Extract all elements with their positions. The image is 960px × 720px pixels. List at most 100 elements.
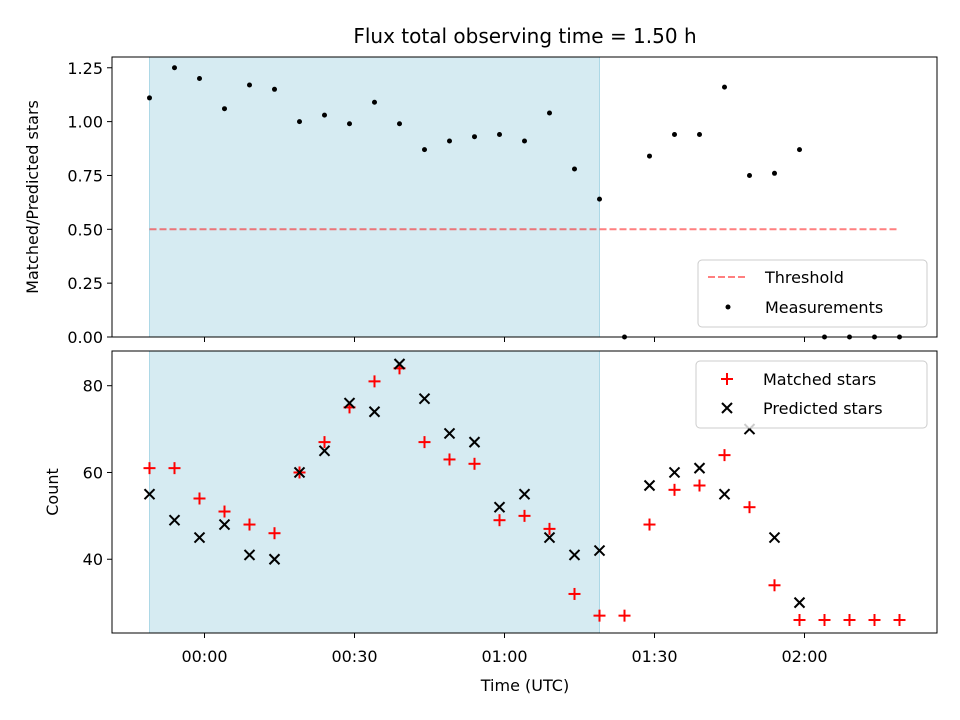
predicted-star-point: [193, 531, 206, 544]
matched-star-point: [468, 457, 481, 470]
measurement-point: [272, 86, 277, 92]
x-tick-label: 01:30: [631, 647, 677, 666]
measurement-point: [697, 132, 702, 138]
measurement-point: [672, 132, 677, 138]
top-y-tick-label: 1.25: [67, 59, 103, 78]
measurement-point: [222, 106, 227, 112]
measurement-point: [422, 147, 427, 153]
matched-star-point: [193, 492, 206, 505]
predicted-star-point: [693, 462, 706, 474]
predicted-star-point: [518, 488, 531, 500]
matched-star-point: [418, 436, 431, 449]
matched-star-point: [893, 613, 906, 626]
predicted-star-point: [443, 427, 456, 440]
matched-star-point: [618, 609, 631, 622]
measurement-point: [797, 147, 802, 153]
measurement-point: [647, 153, 652, 159]
matched-star-point: [793, 613, 806, 626]
legend-predicted-label: Predicted stars: [763, 399, 883, 418]
predicted-star-point: [593, 544, 606, 557]
predicted-star-point: [718, 488, 731, 500]
predicted-star-point: [143, 488, 156, 500]
predicted-star-point: [218, 518, 231, 531]
top-y-tick-label: 0.50: [67, 220, 103, 239]
measurement-point: [772, 170, 777, 176]
predicted-star-point: [493, 501, 506, 513]
predicted-star-point: [293, 466, 306, 479]
top-axes-frame: [111, 56, 938, 338]
matched-star-point: [768, 579, 781, 592]
legend-measurements-label: Measurements: [765, 298, 883, 317]
matched-star-point: [668, 483, 681, 496]
matched-star-point: [318, 436, 331, 449]
measurement-point: [247, 82, 252, 88]
matched-star-point: [568, 587, 581, 600]
predicted-star-point: [643, 479, 656, 492]
predicted-star-point: [468, 436, 481, 448]
matched-star-point: [843, 613, 856, 626]
matched-star-point: [443, 453, 456, 466]
bottom-legend: Matched stars Predicted stars: [695, 360, 928, 429]
matched-star-point: [218, 505, 231, 518]
matched-star-point: [368, 375, 381, 388]
measurement-point: [147, 95, 152, 101]
measurement-point: [172, 65, 177, 71]
measurement-point: [372, 99, 377, 105]
measurement-point: [472, 134, 477, 140]
measurement-point: [522, 138, 527, 144]
matched-star-point: [543, 522, 556, 535]
legend-matched-swatch: [721, 373, 733, 385]
bottom-y-tick-label: 80: [83, 377, 103, 396]
measurement-point: [322, 112, 327, 118]
matched-star-point: [693, 479, 706, 492]
bottom-panel: 40 60 80 00:00 00:30 01:00 01:30 02:00 Count T…: [43, 350, 938, 695]
matched-star-point: [518, 509, 531, 522]
top-observing-window: [149, 56, 600, 338]
predicted-star-point: [393, 358, 406, 370]
predicted-star-point: [318, 445, 331, 457]
measurement-point: [597, 196, 602, 202]
matched-star-point: [593, 609, 606, 622]
bottom-y-axis-label: Count: [43, 468, 62, 516]
predicted-star-point: [168, 514, 181, 526]
measurement-point: [447, 138, 452, 144]
matched-star-point: [818, 613, 831, 626]
predicted-star-point: [418, 393, 431, 405]
top-y-tick-label: 0.75: [67, 166, 103, 185]
measurement-point: [497, 132, 502, 138]
top-y-tick-label: 1.00: [67, 113, 103, 132]
predicted-star-point: [343, 397, 356, 409]
legend-matched-label: Matched stars: [763, 370, 876, 389]
predicted-star-point: [768, 531, 781, 544]
top-y-tick-label: 0.25: [67, 274, 103, 293]
predicted-star-point: [543, 531, 556, 544]
predicted-star-point: [793, 596, 806, 609]
matched-star-point: [868, 613, 881, 626]
bottom-observing-window: [149, 350, 600, 634]
predicted-star-point: [243, 549, 256, 561]
matched-star-point: [268, 527, 281, 540]
bottom-y-tick-label: 40: [83, 550, 103, 569]
bottom-y-tick-label: 60: [83, 463, 103, 482]
top-legend: Threshold Measurements: [697, 259, 928, 328]
measurement-point: [547, 110, 552, 116]
measurement-point: [397, 121, 402, 127]
x-axis-label: Time (UTC): [480, 676, 569, 695]
top-y-axis-label: Matched/Predicted stars: [23, 100, 42, 294]
bottom-axes-frame: [111, 350, 938, 634]
x-tick-label: 01:00: [481, 647, 527, 666]
x-tick-label: 00:30: [331, 647, 377, 666]
measurement-point: [297, 119, 302, 125]
measurement-point: [747, 172, 752, 178]
x-tick-label: 02:00: [781, 647, 827, 666]
matched-star-point: [643, 518, 656, 531]
matched-star-point: [143, 462, 156, 475]
legend-threshold-label: Threshold: [764, 268, 844, 287]
measurement-point: [722, 84, 727, 90]
legend-predicted-swatch: [721, 402, 733, 414]
top-y-tick-label: 0.00: [67, 328, 103, 347]
legend-measurements-swatch: [725, 304, 731, 310]
predicted-star-point: [268, 553, 281, 565]
x-tick-label: 00:00: [181, 647, 227, 666]
